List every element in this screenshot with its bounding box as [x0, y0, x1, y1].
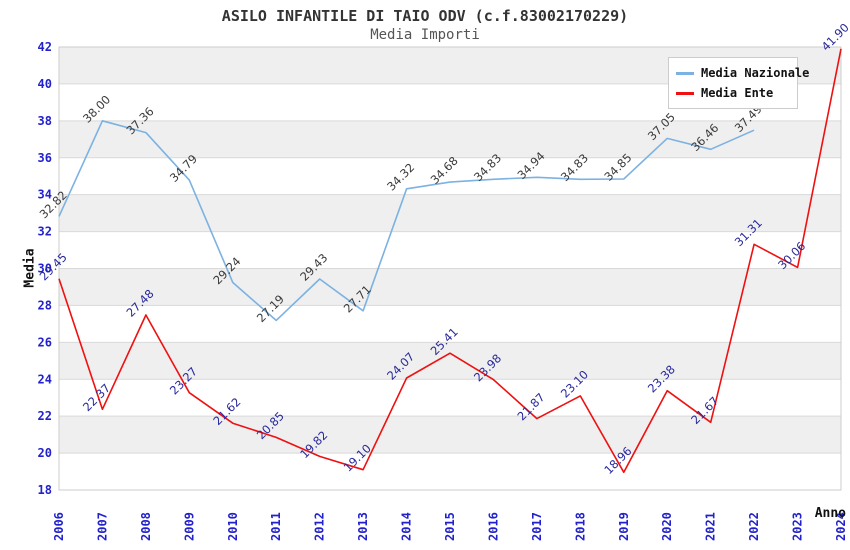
- chart-band: [59, 194, 841, 232]
- y-tick-label: 34: [38, 188, 52, 202]
- plot-border: [58, 46, 842, 491]
- x-tick-label: 2008: [139, 512, 153, 541]
- x-axis-title: Anno: [814, 506, 846, 521]
- x-tick-label: 2022: [747, 512, 761, 541]
- x-tick-label: 2013: [356, 512, 370, 541]
- legend-swatch-line-icon: [676, 71, 694, 75]
- y-tick-label: 38: [38, 114, 52, 128]
- y-tick-label: 42: [38, 40, 52, 54]
- x-tick-label: 2017: [530, 512, 544, 541]
- series-line-media-nazionale: [58, 120, 755, 322]
- x-tick-label: 2010: [226, 512, 240, 541]
- y-tick-label: 40: [38, 77, 52, 91]
- x-tick-label: 2016: [486, 512, 500, 541]
- x-tick-label: 2023: [791, 512, 805, 541]
- x-tick-label: 2014: [400, 512, 414, 541]
- legend-item-media-nazionale: Media Nazionale: [676, 63, 809, 83]
- chart-band: [59, 120, 841, 158]
- y-tick-label: 28: [38, 298, 52, 312]
- chart-band: [59, 416, 841, 454]
- legend-item-media-ente: Media Ente: [676, 83, 795, 103]
- x-tick-label: 2009: [182, 512, 196, 541]
- chart-title: ASILO INFANTILE DI TAIO ODV (c.f.8300217…: [221, 7, 629, 25]
- legend: Media Nazionale Media Ente: [668, 57, 809, 109]
- y-tick-label: 20: [38, 446, 52, 460]
- x-tick-label: 2019: [617, 512, 631, 541]
- y-tick-label: 30: [38, 262, 52, 276]
- y-axis-title: Media: [22, 248, 38, 288]
- chart-subtitle: Media Importi: [370, 27, 480, 43]
- chart-band: [59, 268, 841, 306]
- legend-swatch-line-icon: [676, 91, 694, 95]
- data-label: 30.06: [775, 239, 808, 272]
- x-tick-label: 2018: [573, 512, 587, 541]
- y-tick-label: 32: [38, 225, 52, 239]
- x-tick-label: 2021: [704, 512, 718, 541]
- x-tick-label: 2006: [52, 512, 66, 541]
- y-tick-label: 26: [38, 335, 52, 349]
- x-tick-label: 2012: [313, 512, 327, 541]
- legend-label: Media Nazionale: [701, 66, 810, 80]
- x-tick-label: 2024: [834, 512, 848, 541]
- chart-band: [59, 342, 841, 380]
- x-tick-label: 2007: [95, 512, 109, 541]
- y-tick-label: 22: [38, 409, 52, 423]
- y-tick-label: 36: [38, 151, 52, 165]
- y-tick-label: 18: [38, 483, 52, 497]
- x-tick-label: 2011: [269, 512, 283, 541]
- series-line-media-ente: [58, 48, 842, 474]
- x-tick-label: 2015: [443, 512, 457, 541]
- y-tick-label: 24: [38, 372, 52, 386]
- x-tick-label: 2020: [660, 512, 674, 541]
- legend-label: Media Ente: [701, 86, 774, 100]
